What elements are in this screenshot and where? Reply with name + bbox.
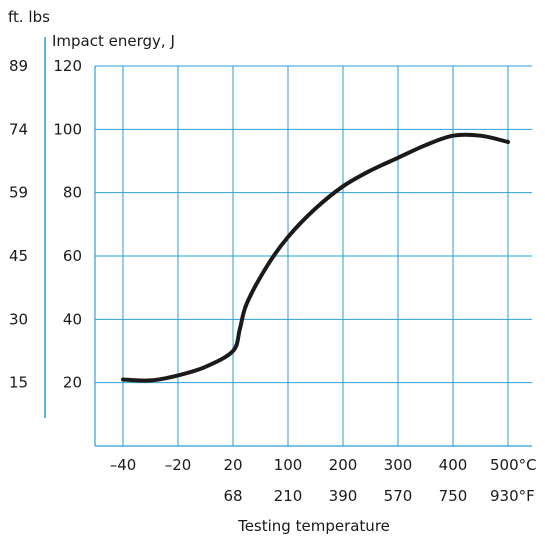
y-tick-labels: 20 15 40 30 60 45 80 59 100 74 120 89 xyxy=(9,57,82,392)
secondary-y-tick-label: 45 xyxy=(9,247,28,265)
x-tick-label-fahrenheit: 68 xyxy=(223,487,242,505)
plot-grid xyxy=(94,65,532,447)
x-axis-title: Testing temperature xyxy=(237,517,390,535)
y-axis-title: Impact energy, J xyxy=(52,32,175,50)
x-tick-label-celsius: –20 xyxy=(165,456,192,474)
y-tick-label: 20 xyxy=(63,374,82,392)
y-tick-label: 80 xyxy=(63,184,82,202)
secondary-y-tick-label: 59 xyxy=(9,184,28,202)
y-tick-label: 100 xyxy=(53,120,82,138)
x-tick-label-fahrenheit: 750 xyxy=(439,487,468,505)
x-tick-label-fahrenheit: 390 xyxy=(329,487,358,505)
x-tick-labels: –40 –20 20 68 100 210 200 390 300 570 400 750 500°C 9… xyxy=(110,456,537,505)
secondary-y-tick-label: 74 xyxy=(9,120,28,138)
secondary-y-tick-label: 89 xyxy=(9,57,28,75)
x-tick-label-celsius: 300 xyxy=(384,456,413,474)
x-tick-label-celsius: 400 xyxy=(439,456,468,474)
x-tick-label-fahrenheit: 210 xyxy=(274,487,303,505)
secondary-y-tick-label: 15 xyxy=(9,374,28,392)
x-tick-label-celsius: –40 xyxy=(110,456,137,474)
x-tick-label-celsius: 100 xyxy=(274,456,303,474)
x-tick-label-celsius: 20 xyxy=(223,456,242,474)
x-tick-label-fahrenheit: 570 xyxy=(384,487,413,505)
impact-energy-series-line xyxy=(121,132,510,383)
secondary-y-tick-label: 30 xyxy=(9,310,28,328)
y-tick-label: 120 xyxy=(53,57,82,75)
x-tick-label-fahrenheit: 930°F xyxy=(490,487,535,505)
secondary-y-axis-title: ft. lbs xyxy=(8,8,50,26)
y-tick-label: 60 xyxy=(63,247,82,265)
x-tick-label-celsius: 200 xyxy=(329,456,358,474)
y-tick-label: 40 xyxy=(63,310,82,328)
x-tick-label-celsius: 500°C xyxy=(490,456,537,474)
